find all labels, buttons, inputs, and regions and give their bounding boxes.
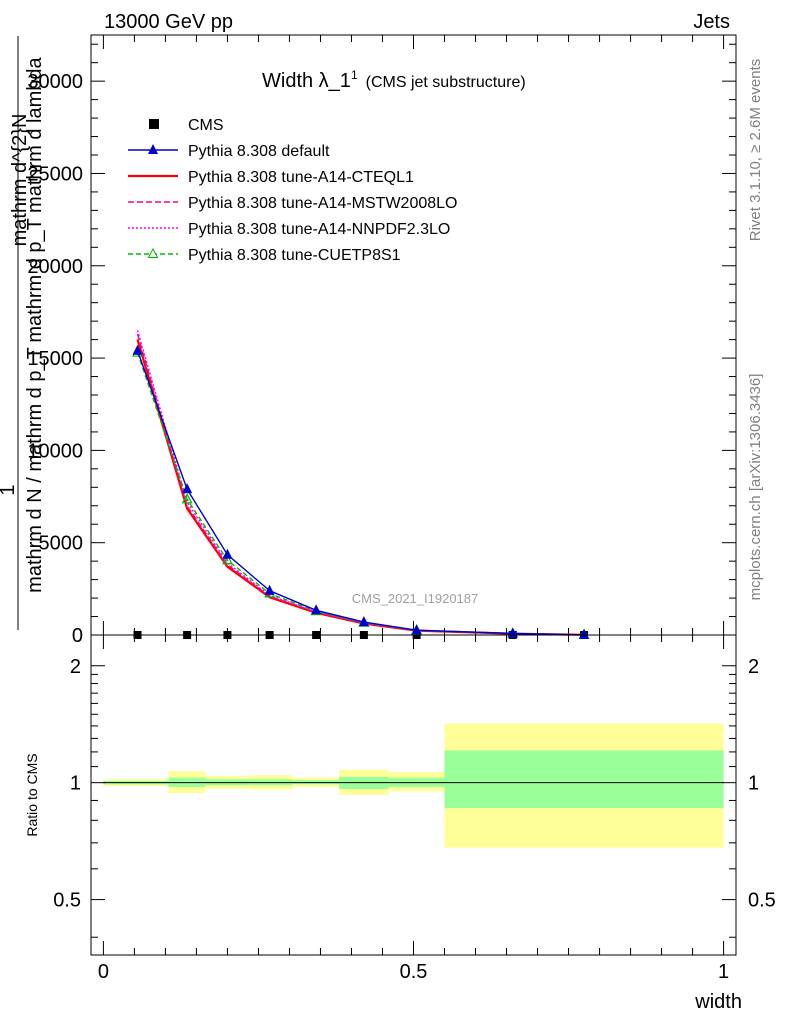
legend-marker — [149, 119, 159, 129]
plot-title-sup: 1 — [351, 68, 358, 82]
legend-entry-default: Pythia 8.308 default — [128, 143, 330, 160]
default-point — [264, 584, 275, 595]
default-point — [579, 628, 590, 639]
main-ticks: 0 5000 10000 15000 20000 25000 30000 — [27, 35, 736, 647]
main-plot: 0 5000 10000 15000 20000 25000 30000 — [27, 34, 737, 647]
ratio-band-inner — [444, 750, 724, 809]
y-tick-label: 20000 — [27, 256, 83, 278]
ratio-y-tick-label: 1 — [70, 773, 81, 795]
x-tick-label: 0 — [98, 961, 109, 983]
ylabel-top-numerator: mathrm d^{2}N — [9, 114, 31, 247]
default-point — [311, 604, 322, 615]
ratio-ticks: 0.5 0.5 1 1 2 2 0 0.5 1 — [53, 635, 776, 983]
ratio-y-tick-label-right: 2 — [748, 656, 759, 678]
default-point — [132, 344, 143, 355]
legend-marker — [147, 247, 159, 258]
y-tick-label: 5000 — [39, 533, 84, 555]
default-point — [182, 483, 193, 494]
y-tick-label: 10000 — [27, 440, 83, 462]
ylabel-one: 1 — [0, 484, 19, 495]
legend-label: Pythia 8.308 tune-CUETP8S1 — [188, 247, 401, 264]
analysis-watermark: CMS_2021_I1920187 — [352, 591, 479, 606]
plot-title-main: Width λ_1 — [262, 70, 351, 92]
ratio-y-tick-label-right: 1 — [748, 773, 759, 795]
series-nnpdf — [136, 330, 585, 636]
legend-entry-cuetp8s1: Pythia 8.308 tune-CUETP8S1 — [128, 247, 401, 264]
ylabel-top-denominator: mathrm d p_T mathrm d lambda — [24, 56, 46, 342]
default-point — [358, 616, 369, 627]
y-tick-label: 25000 — [27, 163, 83, 185]
default-point — [222, 548, 233, 559]
legend-entry-nnpdf: Pythia 8.308 tune-A14-NNPDF2.3LO — [128, 221, 450, 238]
x-tick-label: 1 — [718, 961, 729, 983]
legend-label: CMS — [188, 117, 224, 134]
series-mstw — [136, 333, 585, 636]
ratio-ylabel: Ratio to CMS — [24, 753, 40, 836]
legend-marker — [148, 144, 158, 154]
series-line-mstw — [136, 333, 585, 636]
cuetp8s1-point — [221, 553, 233, 565]
legend-label: Pythia 8.308 tune-A14-CTEQL1 — [188, 169, 414, 186]
ratio-y-tick-label-right: 0.5 — [748, 890, 776, 912]
ylabel-bottom: mathrm d N / mathrm d p_T — [24, 347, 46, 593]
ratio-y-tick-label: 0.5 — [53, 890, 81, 912]
plot-title: Width λ_11 (CMS jet substructure) — [262, 68, 526, 92]
rivet-version-text: Rivet 3.1.10, ≥ 2.6M events — [747, 59, 764, 242]
legend-label: Pythia 8.308 default — [188, 143, 330, 160]
y-axis-label: mathrm d^{2}N mathrm d p_T mathrm d lamb… — [0, 36, 46, 630]
ratio-bands — [103, 723, 724, 848]
y-tick-label: 0 — [72, 625, 83, 647]
legend-entry-mstw: Pythia 8.308 tune-A14-MSTW2008LO — [128, 195, 457, 212]
cuetp8s1-point — [181, 493, 193, 504]
legend-label: Pythia 8.308 tune-A14-NNPDF2.3LO — [188, 221, 450, 238]
legend-label: Pythia 8.308 tune-A14-MSTW2008LO — [188, 195, 457, 212]
default-point — [411, 624, 422, 635]
x-axis-label: width — [694, 991, 742, 1013]
plot-title-sub: (CMS jet substructure) — [366, 74, 526, 91]
legend-entry-cms: CMS — [149, 117, 224, 134]
x-tick-label: 0.5 — [400, 961, 428, 983]
ratio-y-tick-label: 2 — [70, 656, 81, 678]
series-line-nnpdf — [136, 330, 585, 636]
ratio-plot: 0.5 0.5 1 1 2 2 0 0.5 1 — [53, 634, 776, 983]
header-right: Jets — [693, 11, 730, 33]
y-tick-label: 30000 — [27, 71, 83, 93]
mcplots-credit-text: mcplots.cern.ch [arXiv:1306.3436] — [747, 374, 764, 601]
header-left: 13000 GeV pp — [104, 11, 233, 33]
y-tick-label: 15000 — [27, 348, 83, 370]
legend: CMS Pythia 8.308 default Pythia 8.308 tune… — [128, 117, 457, 264]
legend-entry-cteql1: Pythia 8.308 tune-A14-CTEQL1 — [128, 169, 414, 186]
